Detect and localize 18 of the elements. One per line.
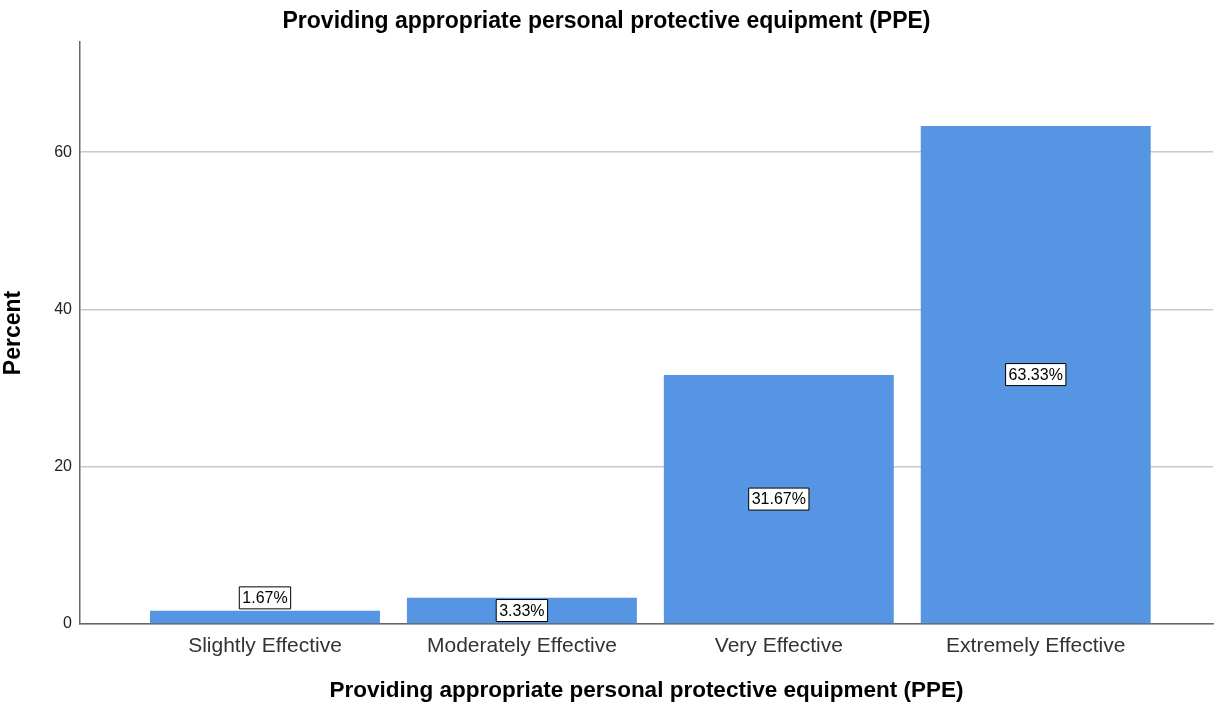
x-axis-title: Providing appropriate personal protective equipment (PPE) xyxy=(329,676,964,702)
x-tick-label: Very Effective xyxy=(714,633,843,657)
chart-title: Providing appropriate personal protective equipment (PPE) xyxy=(282,7,931,34)
y-tick-label: 60 xyxy=(54,142,73,160)
data-label: 63.33% xyxy=(1008,365,1063,383)
data-label: 31.67% xyxy=(751,490,806,508)
x-tick-label: Slightly Effective xyxy=(188,633,342,657)
bar xyxy=(663,374,894,624)
bar xyxy=(150,610,380,624)
bar xyxy=(920,125,1151,624)
data-label: 3.33% xyxy=(499,601,545,619)
y-tick-label: 20 xyxy=(54,457,73,475)
x-tick-label: Moderately Effective xyxy=(426,633,617,657)
y-tick-label: 0 xyxy=(63,614,73,632)
y-tick-label: 40 xyxy=(54,299,73,317)
y-axis-title: Percent xyxy=(0,290,26,376)
x-tick-label: Extremely Effective xyxy=(946,633,1126,657)
data-label: 1.67% xyxy=(242,589,288,607)
